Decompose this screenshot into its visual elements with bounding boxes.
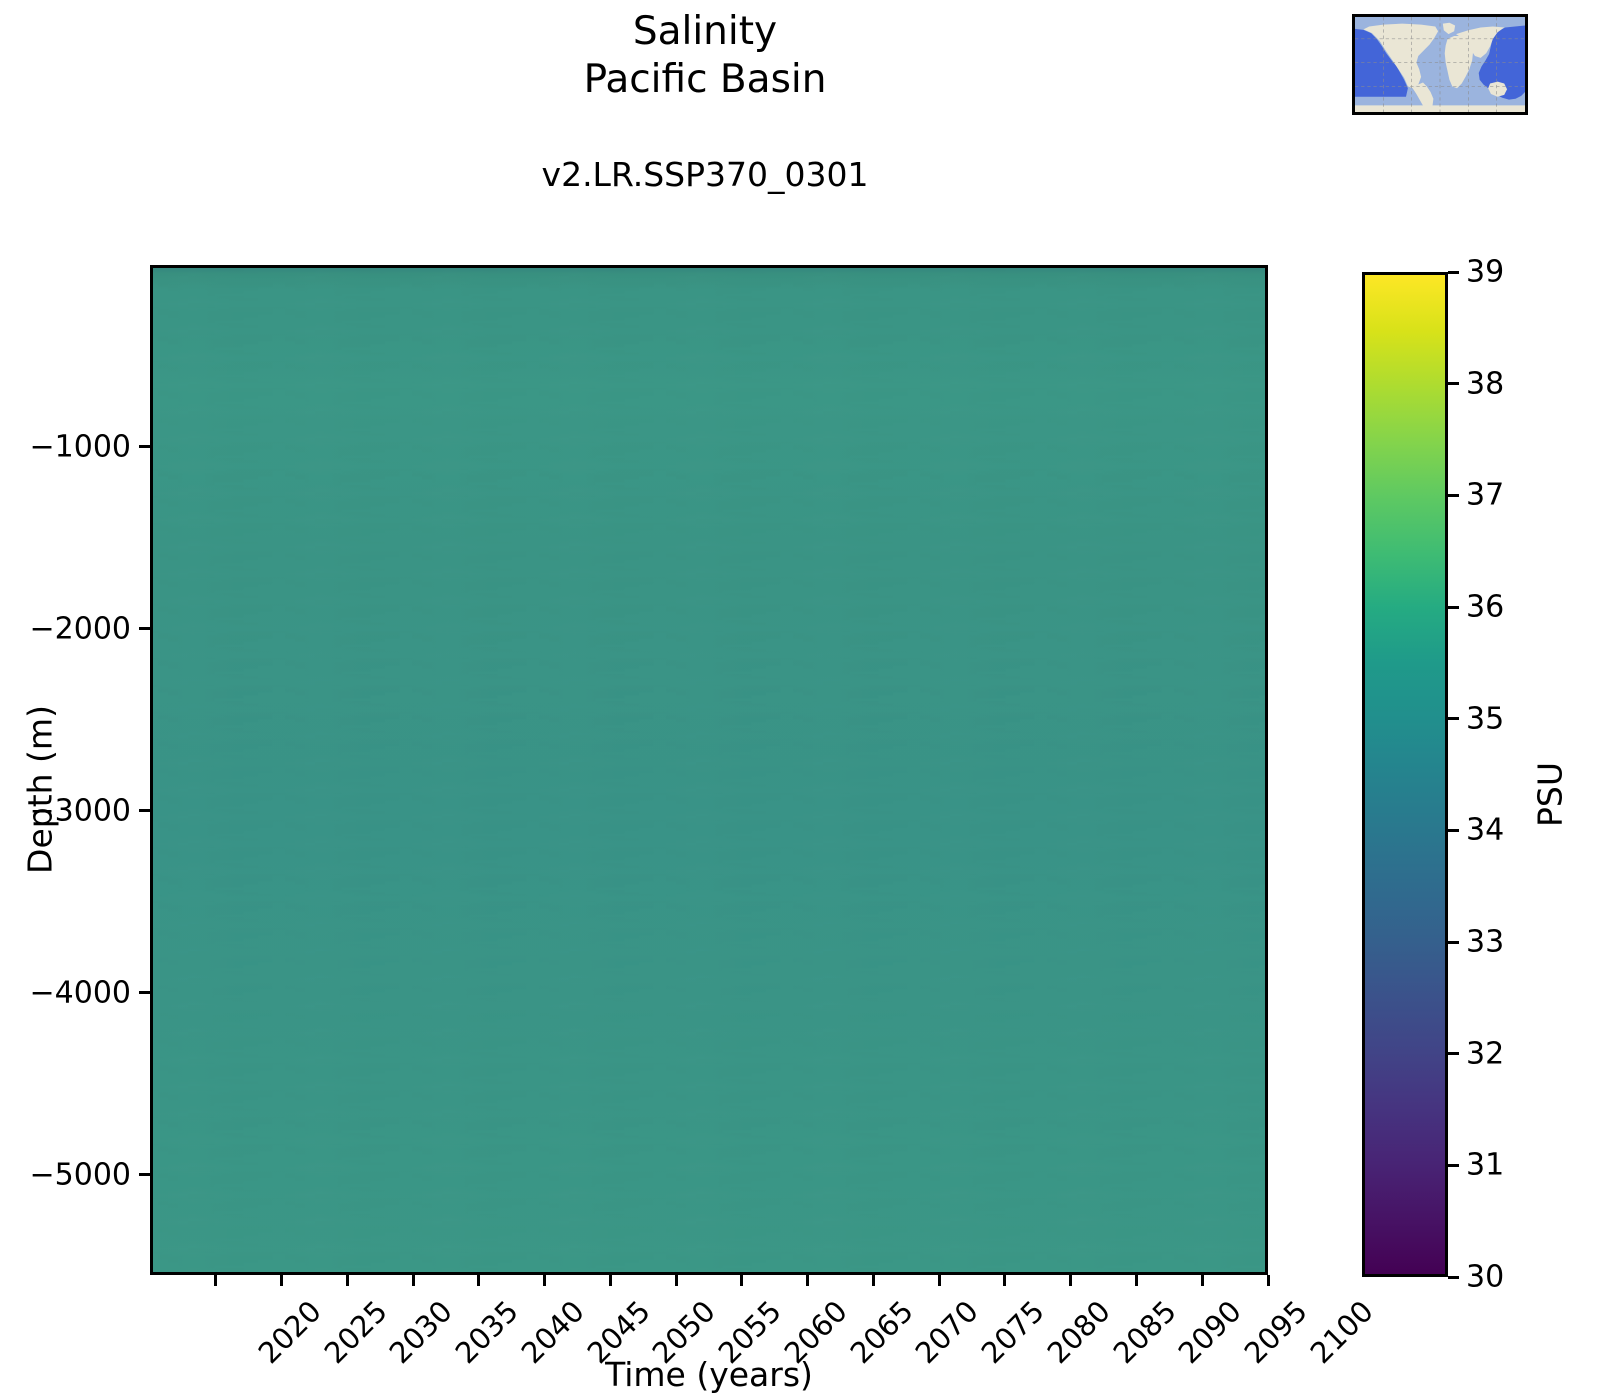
- y-axis-label: Depth (m): [20, 705, 60, 874]
- colorbar-tick-label: 33: [1466, 924, 1505, 960]
- land-north-america: [1363, 23, 1439, 89]
- land-africa-europe: [1444, 36, 1474, 89]
- colorbar-tick-mark: [1448, 382, 1459, 386]
- x-tick-mark: [411, 1275, 415, 1286]
- title-line-2: Pacific Basin: [583, 56, 827, 102]
- title-line-1: Salinity: [632, 9, 778, 54]
- colorbar-tick-mark: [1448, 717, 1459, 721]
- colorbar-tick-mark: [1448, 828, 1459, 832]
- colorbar-tick-label: 30: [1466, 1259, 1505, 1295]
- colorbar-tick-label: 34: [1466, 812, 1505, 848]
- y-tick-mark: [139, 627, 150, 631]
- land-greenland: [1442, 22, 1456, 35]
- x-axis-label: Time (years): [605, 1355, 813, 1394]
- x-tick-label: 2100: [1303, 1294, 1380, 1371]
- colorbar-tick-label: 36: [1466, 589, 1505, 625]
- heatmap-field: [153, 268, 1265, 1272]
- x-tick-mark: [477, 1275, 481, 1286]
- x-tick-mark: [608, 1275, 612, 1286]
- y-tick-label: −2000: [29, 611, 131, 647]
- colorbar-tick-mark: [1448, 493, 1459, 497]
- pacific-highlight-west: [1478, 25, 1525, 100]
- colorbar-tick-label: 37: [1466, 477, 1505, 513]
- colorbar-tick-mark: [1448, 1163, 1459, 1167]
- colorbar-tick-label: 39: [1466, 254, 1505, 290]
- figure-subtitle: v2.LR.SSP370_0301: [0, 155, 1410, 194]
- colorbar-tick-label: 38: [1466, 366, 1505, 402]
- colorbar-tick-mark: [1448, 940, 1459, 944]
- land-eurasia: [1456, 26, 1505, 58]
- x-tick-mark: [543, 1275, 547, 1286]
- colorbar-tick-mark: [1448, 270, 1459, 274]
- x-tick-mark: [214, 1275, 218, 1286]
- land-south-america: [1412, 82, 1434, 111]
- x-tick-mark: [674, 1275, 678, 1286]
- y-tick-label: −3000: [29, 793, 131, 829]
- x-tick-mark: [345, 1275, 349, 1286]
- pacific-basin-locator-map: [1352, 14, 1528, 115]
- locator-map-graphic: [1355, 17, 1525, 112]
- colorbar-label: PSU: [1530, 762, 1570, 828]
- y-tick-mark: [139, 991, 150, 995]
- x-tick-mark: [937, 1275, 941, 1286]
- y-tick-mark: [139, 809, 150, 813]
- x-tick-mark: [1069, 1275, 1073, 1286]
- x-tick-mark: [280, 1275, 284, 1286]
- salinity-depth-time-heatmap[interactable]: [150, 265, 1268, 1275]
- subtitle-text: v2.LR.SSP370_0301: [541, 155, 869, 194]
- colorbar-tick-label: 31: [1466, 1147, 1505, 1183]
- x-tick-mark: [1003, 1275, 1007, 1286]
- land-antarctica: [1355, 105, 1525, 112]
- x-tick-mark: [806, 1275, 810, 1286]
- map-graticule: [1355, 17, 1525, 112]
- colorbar-tick-label: 32: [1466, 1036, 1505, 1072]
- colorbar-tick-mark: [1448, 605, 1459, 609]
- colorbar-gradient: [1365, 275, 1445, 1274]
- x-tick-mark: [740, 1275, 744, 1286]
- y-tick-label: −5000: [29, 1157, 131, 1193]
- colorbar-tick-label: 35: [1466, 701, 1505, 737]
- x-tick-mark: [1266, 1275, 1270, 1286]
- y-tick-label: −1000: [29, 429, 131, 465]
- x-tick-mark: [1200, 1275, 1204, 1286]
- y-tick-label: −4000: [29, 975, 131, 1011]
- x-tick-mark: [1134, 1275, 1138, 1286]
- y-tick-mark: [139, 445, 150, 449]
- figure-title: Salinity Pacific Basin Salinity Pacific …: [0, 8, 1410, 103]
- colorbar-tick-mark: [1448, 1052, 1459, 1056]
- colorbar[interactable]: [1362, 272, 1448, 1277]
- y-tick-mark: [139, 1173, 150, 1177]
- x-tick-mark: [871, 1275, 875, 1286]
- colorbar-tick-mark: [1448, 1275, 1459, 1279]
- land-australia: [1488, 81, 1508, 97]
